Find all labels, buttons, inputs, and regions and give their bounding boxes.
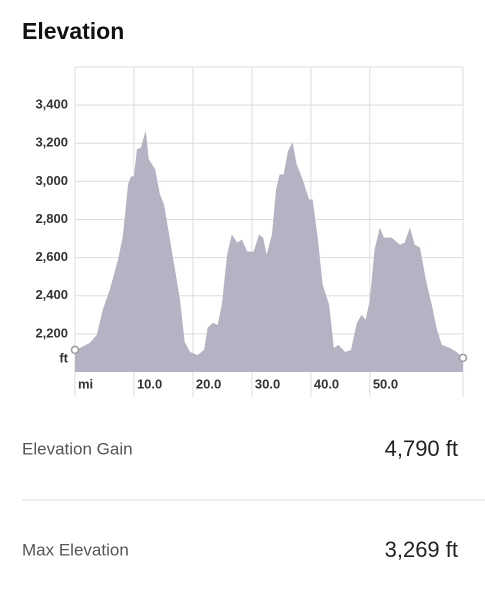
y-tick-label: 3,400	[35, 97, 68, 112]
x-tick-label: 50.0	[373, 376, 398, 391]
y-tick-label: 3,200	[35, 135, 68, 150]
x-tick-label: 20.0	[196, 376, 221, 391]
stat-value: 3,269 ft	[385, 537, 458, 562]
endpoint	[70, 345, 80, 355]
stat-label: Max Elevation	[22, 540, 129, 559]
x-tick-label: 40.0	[314, 376, 339, 391]
stat-label: Elevation Gain	[22, 439, 133, 458]
y-tick-label: 2,400	[35, 287, 68, 302]
elevation-area	[75, 130, 463, 372]
y-tick-label: 3,000	[35, 173, 68, 188]
stat-value: 4,790 ft	[385, 436, 458, 461]
x-tick-label: 10.0	[137, 376, 162, 391]
endpoint	[458, 353, 468, 363]
chart-title: Elevation	[22, 18, 124, 44]
y-tick-label: 2,200	[35, 325, 68, 340]
y-axis-label: ft	[59, 350, 68, 365]
y-tick-label: 2,600	[35, 249, 68, 264]
y-tick-label: 2,800	[35, 211, 68, 226]
x-tick-label: 30.0	[255, 376, 280, 391]
x-axis-label: mi	[78, 376, 93, 391]
